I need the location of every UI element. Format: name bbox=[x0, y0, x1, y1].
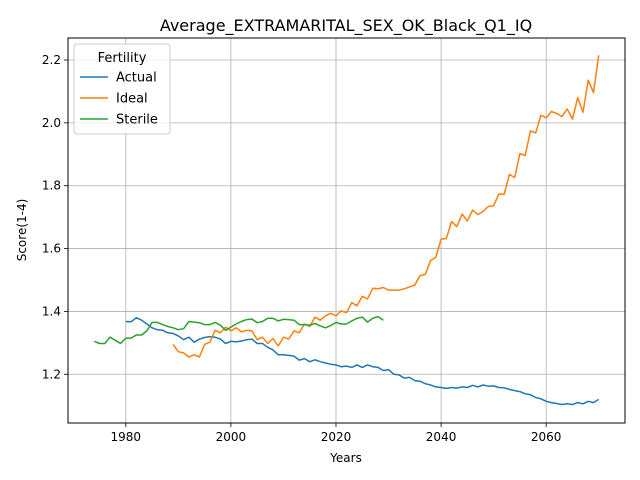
y-tick-label: 2.0 bbox=[42, 116, 61, 130]
legend-box bbox=[73, 43, 171, 135]
legend-label-sterile: Sterile bbox=[116, 113, 158, 128]
x-axis-label: Years bbox=[329, 451, 362, 465]
x-tick-label: 2000 bbox=[216, 430, 247, 444]
grid bbox=[68, 38, 625, 423]
y-tick-label: 1.2 bbox=[42, 367, 61, 381]
legend-label-ideal: Ideal bbox=[116, 92, 148, 107]
series-line-sterile bbox=[94, 315, 384, 345]
x-tick-label: 2060 bbox=[531, 430, 562, 444]
plot-area-frame bbox=[67, 37, 626, 424]
y-tick-label: 1.6 bbox=[42, 242, 61, 256]
legend-label-actual: Actual bbox=[116, 71, 157, 86]
x-tick-label: 2020 bbox=[321, 430, 352, 444]
series-line-ideal bbox=[172, 55, 600, 358]
series-lines bbox=[94, 55, 600, 406]
series-line-actual bbox=[125, 316, 600, 406]
legend-title: Fertility bbox=[98, 51, 147, 66]
x-tick-label: 2040 bbox=[426, 430, 457, 444]
legend: Fertility Actual Ideal Sterile bbox=[73, 43, 171, 135]
y-axis-ticks: 1.2 1.4 1.6 1.8 2.0 2.2 bbox=[42, 53, 68, 381]
y-axis-label: Score(1-4) bbox=[15, 199, 29, 262]
y-tick-label: 1.8 bbox=[42, 179, 61, 193]
y-tick-label: 2.2 bbox=[42, 53, 61, 67]
x-axis-ticks: 1980 2000 2020 2040 2060 bbox=[111, 423, 562, 444]
y-tick-label: 1.4 bbox=[42, 304, 61, 318]
chart-title: Average_EXTRAMARITAL_SEX_OK_Black_Q1_IQ bbox=[160, 16, 532, 36]
x-tick-label: 1980 bbox=[111, 430, 142, 444]
